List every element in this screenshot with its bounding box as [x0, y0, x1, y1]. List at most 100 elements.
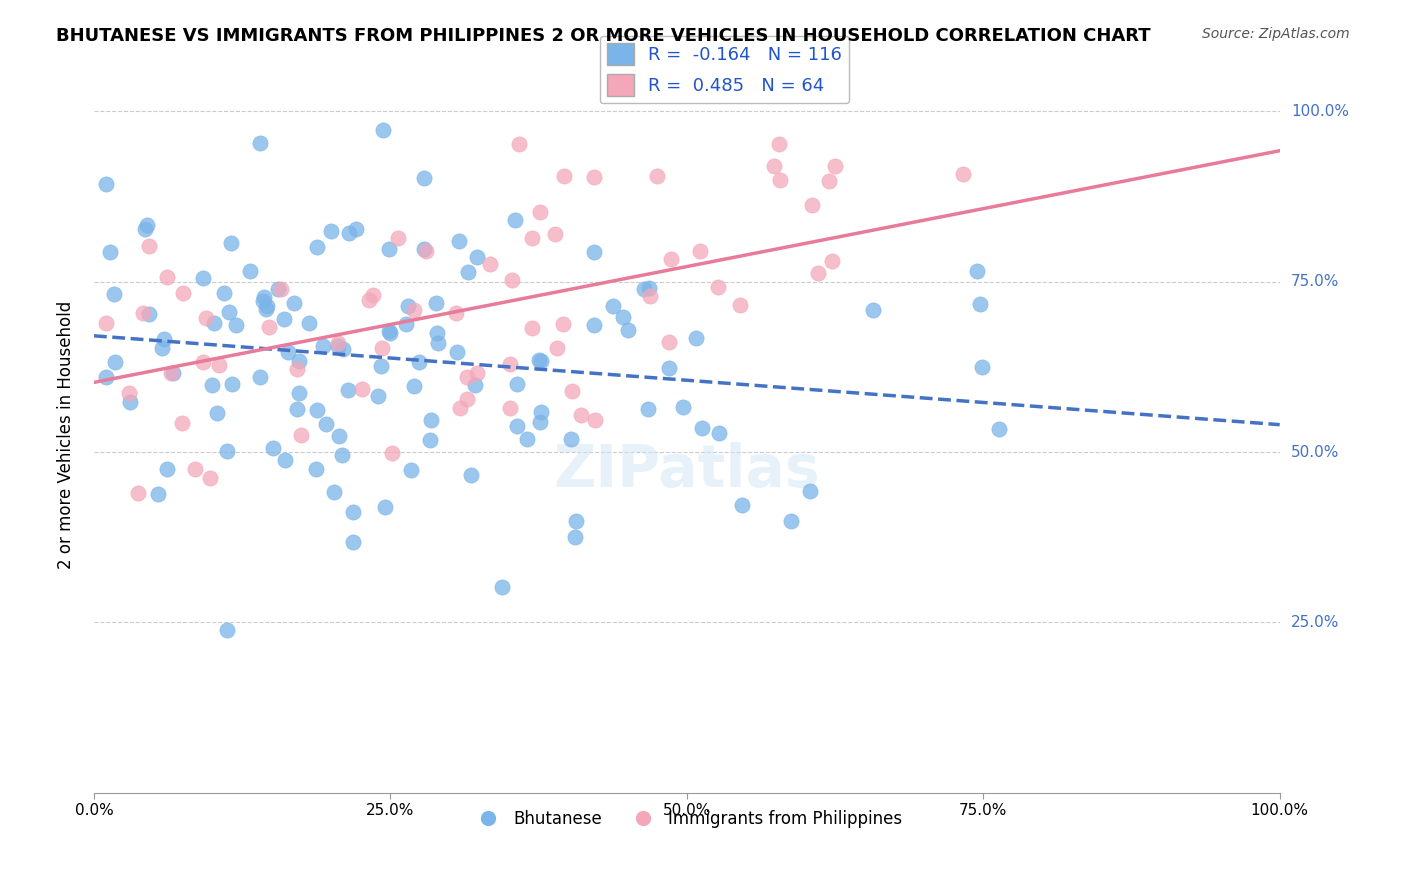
Text: Source: ZipAtlas.com: Source: ZipAtlas.com — [1202, 27, 1350, 41]
Point — [530, 353, 553, 368]
Point — [491, 580, 513, 594]
Point — [287, 386, 309, 401]
Point — [315, 417, 337, 432]
Point — [583, 318, 606, 332]
Point — [768, 136, 790, 151]
Point — [371, 123, 394, 137]
Point — [456, 392, 478, 406]
Point — [212, 285, 235, 300]
Point — [520, 321, 543, 335]
Point — [312, 339, 335, 353]
Text: 50.0%: 50.0% — [1291, 444, 1339, 459]
Point — [807, 266, 830, 280]
Point — [208, 359, 231, 373]
Point — [344, 222, 367, 236]
Point — [637, 402, 659, 417]
Point — [249, 369, 271, 384]
Point — [361, 287, 384, 301]
Point — [801, 198, 824, 212]
Text: 25.0%: 25.0% — [1291, 615, 1339, 630]
Point — [506, 419, 529, 434]
Point — [564, 531, 586, 545]
Point — [503, 213, 526, 227]
Point — [332, 342, 354, 356]
Point — [328, 428, 350, 442]
Point — [367, 389, 389, 403]
Point — [427, 335, 450, 350]
Point — [446, 345, 468, 359]
Point — [155, 270, 177, 285]
Point — [307, 240, 329, 254]
Point — [709, 425, 731, 440]
Point — [162, 366, 184, 380]
Point — [420, 412, 443, 426]
Point — [337, 226, 360, 240]
Point — [290, 427, 312, 442]
Point — [277, 344, 299, 359]
Point — [156, 462, 179, 476]
Point — [357, 293, 380, 308]
Point — [467, 250, 489, 264]
Point — [553, 169, 575, 183]
Point — [94, 370, 117, 384]
Point — [457, 265, 479, 279]
Point — [658, 361, 681, 376]
Point — [449, 401, 471, 415]
Point — [560, 433, 582, 447]
Point — [460, 467, 482, 482]
Point — [413, 242, 436, 256]
Point — [689, 244, 711, 258]
Point — [127, 485, 149, 500]
Point — [731, 498, 754, 512]
Point — [583, 413, 606, 427]
Point — [184, 462, 207, 476]
Point — [285, 361, 308, 376]
Point — [387, 230, 409, 244]
Point — [378, 326, 401, 340]
Point — [582, 169, 605, 184]
Point — [638, 289, 661, 303]
Point — [616, 323, 638, 337]
Point — [94, 178, 117, 192]
Point — [464, 378, 486, 392]
Point — [658, 335, 681, 350]
Point — [415, 244, 437, 259]
Point — [444, 306, 467, 320]
Point — [273, 311, 295, 326]
Point — [118, 395, 141, 409]
Point — [218, 305, 240, 319]
Point — [602, 299, 624, 313]
Point — [239, 264, 262, 278]
Point — [862, 303, 884, 318]
Point — [202, 316, 225, 330]
Point — [330, 448, 353, 462]
Point — [499, 401, 522, 416]
Point — [138, 239, 160, 253]
Point — [256, 299, 278, 313]
Point — [449, 234, 471, 248]
Point — [252, 293, 274, 308]
Point — [413, 171, 436, 186]
Point — [104, 355, 127, 369]
Point — [707, 280, 730, 294]
Text: 100.0%: 100.0% — [1291, 104, 1348, 119]
Point — [633, 282, 655, 296]
Point — [378, 324, 401, 338]
Point — [298, 317, 321, 331]
Point — [583, 244, 606, 259]
Point — [970, 359, 993, 374]
Point — [501, 272, 523, 286]
Point — [546, 341, 568, 355]
Point — [326, 336, 349, 351]
Point — [419, 433, 441, 447]
Point — [326, 339, 349, 353]
Point — [221, 376, 243, 391]
Point — [456, 370, 478, 384]
Point — [569, 408, 592, 422]
Point — [408, 355, 430, 369]
Point — [762, 159, 785, 173]
Point — [253, 290, 276, 304]
Point — [529, 404, 551, 418]
Point — [370, 359, 392, 373]
Point — [307, 402, 329, 417]
